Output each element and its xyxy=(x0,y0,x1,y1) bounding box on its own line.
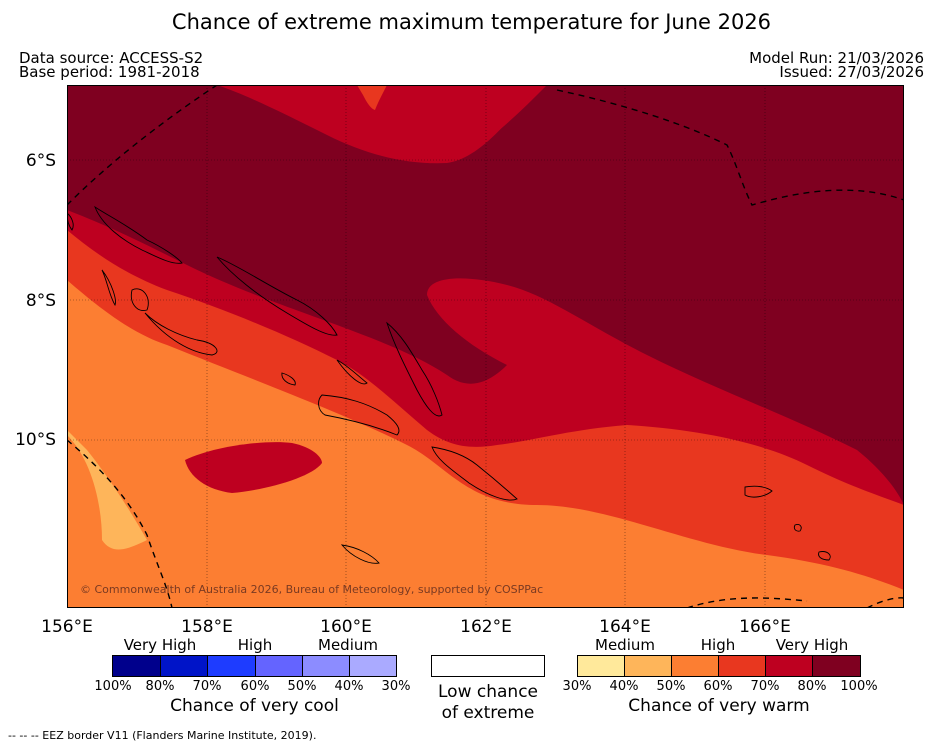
lon-label-160e: 160°E xyxy=(320,617,372,637)
cool-pct-80: 80% xyxy=(145,679,175,694)
warm-pct-60: 60% xyxy=(703,679,733,694)
cool-swatch-4 xyxy=(256,656,303,676)
zone-very-high xyxy=(67,85,904,505)
warm-swatch-5 xyxy=(766,656,813,676)
zone-high-80-oval xyxy=(185,442,322,493)
map-title: Chance of extreme maximum temperature fo… xyxy=(171,10,772,34)
low-chance-label-line1: Low chance xyxy=(438,682,538,702)
lat-label-8s: 8°S xyxy=(25,291,56,311)
warm-category-high: High xyxy=(700,636,736,654)
map-frame xyxy=(67,85,904,608)
cool-category-high: High xyxy=(237,636,273,654)
warm-pct-50: 50% xyxy=(656,679,686,694)
island-outlines xyxy=(67,205,831,564)
zone-high-70-notch xyxy=(357,85,387,110)
warm-category-medium: Medium xyxy=(595,636,655,654)
warm-pct-100: 100% xyxy=(840,679,878,694)
warm-pct-30: 30% xyxy=(562,679,592,694)
lon-label-162e: 162°E xyxy=(460,617,512,637)
eez-footnote: -- -- -- EEZ border V11 (Flanders Marine… xyxy=(8,729,317,742)
warm-pct-80: 80% xyxy=(797,679,827,694)
lat-label-10s: 10°S xyxy=(15,430,56,450)
model-run-text: Model Run: 21/03/2026 xyxy=(749,49,924,67)
warm-swatch-6 xyxy=(813,656,860,676)
warm-swatch-4 xyxy=(719,656,766,676)
cool-category-medium: Medium xyxy=(318,636,378,654)
warm-legend-label: Chance of very warm xyxy=(628,696,810,716)
cool-swatch-5 xyxy=(303,656,350,676)
data-source-text: Data source: ACCESS-S2 xyxy=(19,49,204,67)
cool-color-bar xyxy=(112,655,397,677)
cool-swatch-3 xyxy=(208,656,256,676)
warm-swatch-3 xyxy=(672,656,719,676)
warm-swatch-1 xyxy=(578,656,625,676)
cool-swatch-6 xyxy=(350,656,396,676)
lat-label-6s: 6°S xyxy=(25,151,56,171)
low-chance-label-line2: of extreme xyxy=(441,703,535,723)
zone-medium-50 xyxy=(67,430,147,550)
low-chance-swatch xyxy=(431,655,545,677)
warm-pct-40: 40% xyxy=(609,679,639,694)
graticule xyxy=(67,85,904,608)
cool-category-very-high: Very High xyxy=(123,636,197,654)
zone-high-80-notch xyxy=(217,85,537,164)
cool-swatch-1 xyxy=(113,656,161,676)
base-period-text: Base period: 1981-2018 xyxy=(19,63,200,81)
lon-label-164e: 164°E xyxy=(599,617,651,637)
cool-swatch-2 xyxy=(161,656,208,676)
copyright-text: © Commonwealth of Australia 2026, Bureau… xyxy=(80,583,544,596)
cool-pct-50: 50% xyxy=(287,679,317,694)
cool-legend-label: Chance of very cool xyxy=(170,696,339,716)
cool-pct-100: 100% xyxy=(94,679,132,694)
cool-pct-60: 60% xyxy=(240,679,270,694)
lon-label-158e: 158°E xyxy=(181,617,233,637)
warm-category-very-high: Very High xyxy=(775,636,849,654)
warm-pct-70: 70% xyxy=(750,679,780,694)
eez-border-lines xyxy=(67,85,904,608)
cool-pct-40: 40% xyxy=(334,679,364,694)
issued-text: Issued: 27/03/2026 xyxy=(779,63,924,81)
warm-color-bar xyxy=(577,655,861,677)
warm-swatch-2 xyxy=(625,656,672,676)
lon-label-166e: 166°E xyxy=(739,617,791,637)
cool-pct-70: 70% xyxy=(192,679,222,694)
forecast-map xyxy=(67,85,904,608)
cool-pct-30: 30% xyxy=(381,679,411,694)
lon-label-156e: 156°E xyxy=(41,617,93,637)
